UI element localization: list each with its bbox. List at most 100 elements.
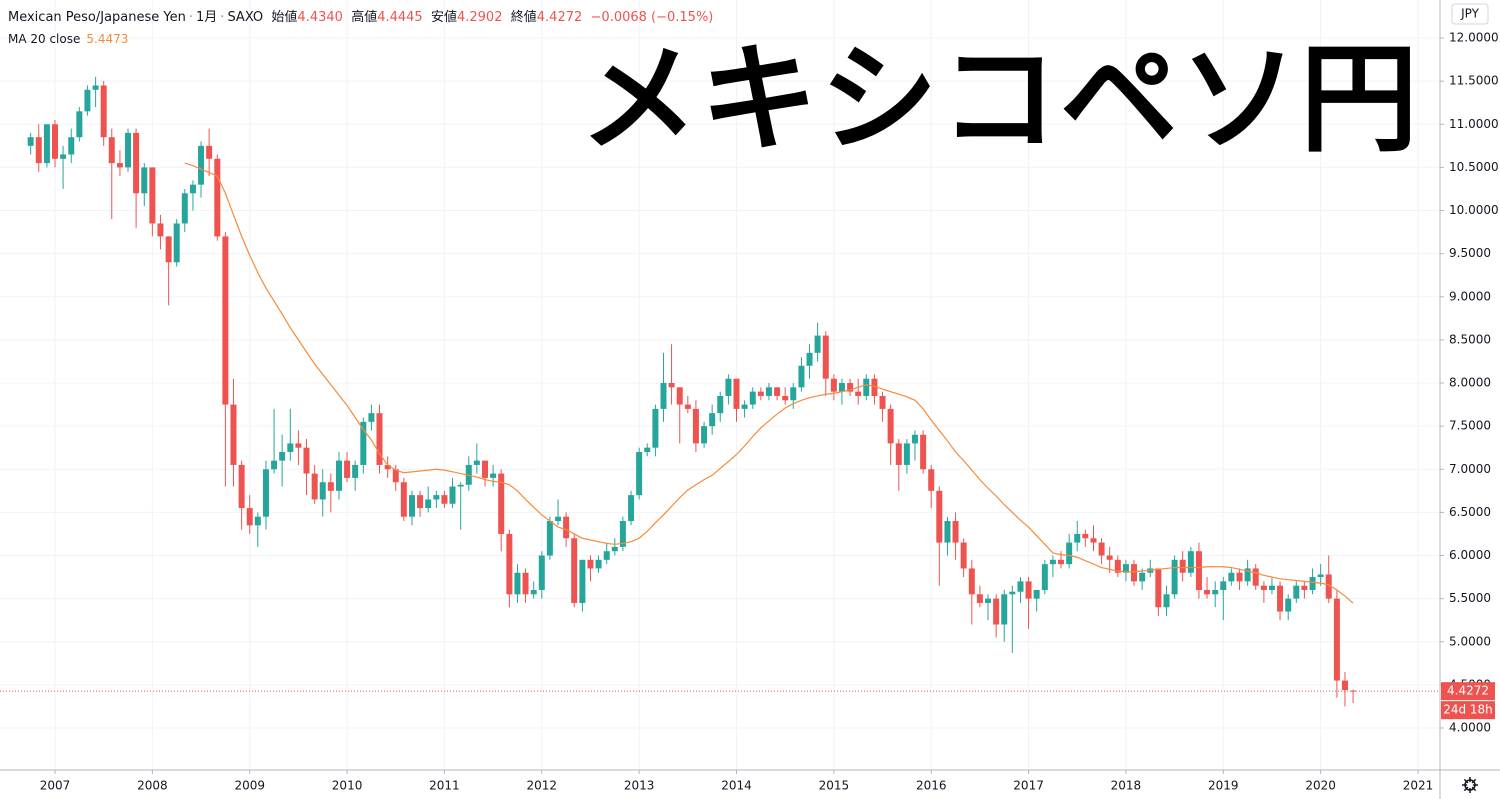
candle-body xyxy=(847,383,854,392)
candle-body xyxy=(449,486,456,504)
ma-line xyxy=(184,162,1354,604)
candle-body xyxy=(1285,598,1292,612)
candle-body xyxy=(960,542,967,569)
high-label: 高値 xyxy=(351,10,378,25)
candle-body xyxy=(1033,590,1040,599)
candle-body xyxy=(603,551,610,560)
candle-body xyxy=(60,154,67,159)
candle-body xyxy=(400,482,407,517)
candle-body xyxy=(206,145,213,159)
overlay-title: メキシコペソ円 xyxy=(580,30,1420,168)
candle-body xyxy=(1220,581,1227,591)
x-tick-label: 2010 xyxy=(332,779,363,793)
x-tick-label: 2021 xyxy=(1403,779,1434,793)
candle-body xyxy=(887,408,894,444)
candle-body xyxy=(222,236,229,405)
y-tick-label: 11.0000 xyxy=(1449,117,1499,131)
currency-button[interactable]: JPY xyxy=(1460,7,1480,21)
candles xyxy=(27,76,1357,707)
candle-body xyxy=(92,85,99,90)
candle-body xyxy=(676,387,683,405)
open-value: 4.4340 xyxy=(297,10,343,25)
candle-body xyxy=(563,516,570,539)
candle-body xyxy=(43,124,50,164)
candle-body xyxy=(1139,572,1146,582)
candle-body xyxy=(1057,559,1064,565)
candle-body xyxy=(425,499,432,509)
candle-body xyxy=(441,495,448,504)
candle-body xyxy=(522,572,529,595)
candle-body xyxy=(660,383,667,409)
candle-body xyxy=(392,469,399,483)
candle-body xyxy=(1001,594,1008,625)
candle-body xyxy=(1317,574,1324,578)
x-tick-label: 2016 xyxy=(916,779,947,793)
candle-body xyxy=(1090,538,1097,543)
candle-body xyxy=(838,383,845,392)
candle-body xyxy=(952,521,959,543)
candle-body xyxy=(790,387,797,401)
candle-body xyxy=(538,555,545,591)
candle-body xyxy=(1041,564,1048,591)
candle-body xyxy=(433,495,440,500)
candle-body xyxy=(141,167,148,194)
candle-body xyxy=(360,421,367,465)
x-tick-label: 2020 xyxy=(1305,779,1336,793)
indicator-legend[interactable]: MA 20 close 5.4473 xyxy=(8,32,128,46)
candle-body xyxy=(1277,585,1284,612)
candle-body xyxy=(1309,577,1316,591)
candle-body xyxy=(498,473,505,534)
candle-body xyxy=(920,434,927,470)
candle-body xyxy=(1187,551,1194,573)
candle-body xyxy=(814,335,821,353)
y-tick-label: 11.5000 xyxy=(1449,74,1499,88)
candle-body xyxy=(1179,559,1186,573)
candle-body xyxy=(579,559,586,603)
candle-body xyxy=(100,85,107,138)
candle-body xyxy=(1228,572,1235,582)
candle-body xyxy=(254,516,261,526)
candle-body xyxy=(595,559,602,569)
candle-body xyxy=(830,378,837,392)
y-tick-label: 10.0000 xyxy=(1449,203,1499,217)
candle-body xyxy=(1341,680,1348,691)
settings-button[interactable] xyxy=(1462,777,1478,793)
candle-body xyxy=(506,533,513,595)
candle-body xyxy=(319,482,326,500)
candle-body xyxy=(733,378,740,409)
y-tick-label: 8.0000 xyxy=(1449,376,1491,390)
candle-body xyxy=(1333,598,1340,681)
candle-body xyxy=(384,464,391,470)
candle-body xyxy=(636,452,643,496)
candle-body xyxy=(1082,533,1089,539)
candle-body xyxy=(133,132,140,194)
interval[interactable]: 1月 xyxy=(196,10,218,25)
candle-body xyxy=(936,490,943,543)
currency-button-bg[interactable] xyxy=(1451,3,1489,25)
candle-body xyxy=(619,521,626,547)
candle-body xyxy=(546,521,553,556)
x-tick-label: 2009 xyxy=(234,779,265,793)
candle-body xyxy=(1106,555,1113,560)
candle-body xyxy=(1009,591,1016,595)
x-tick-label: 2014 xyxy=(721,779,752,793)
high-value: 4.4445 xyxy=(377,10,423,25)
candle-body xyxy=(1301,585,1308,591)
candle-body xyxy=(928,469,935,491)
candle-body xyxy=(198,145,205,185)
x-tick-label: 2012 xyxy=(527,779,558,793)
candle-body xyxy=(1268,585,1275,591)
candle-body xyxy=(944,521,951,543)
candle-body xyxy=(238,464,245,509)
candle-body xyxy=(376,413,383,465)
candle-body xyxy=(774,387,781,396)
candle-body xyxy=(368,413,375,422)
candle-body xyxy=(806,352,813,366)
candle-body xyxy=(1049,559,1056,565)
candle-body xyxy=(1244,568,1251,582)
symbol[interactable]: Mexican Peso/Japanese Yen xyxy=(8,10,186,25)
candle-body xyxy=(295,443,302,448)
candle-body xyxy=(68,137,75,155)
candle-body xyxy=(1293,585,1300,599)
candle-body xyxy=(1131,564,1138,582)
